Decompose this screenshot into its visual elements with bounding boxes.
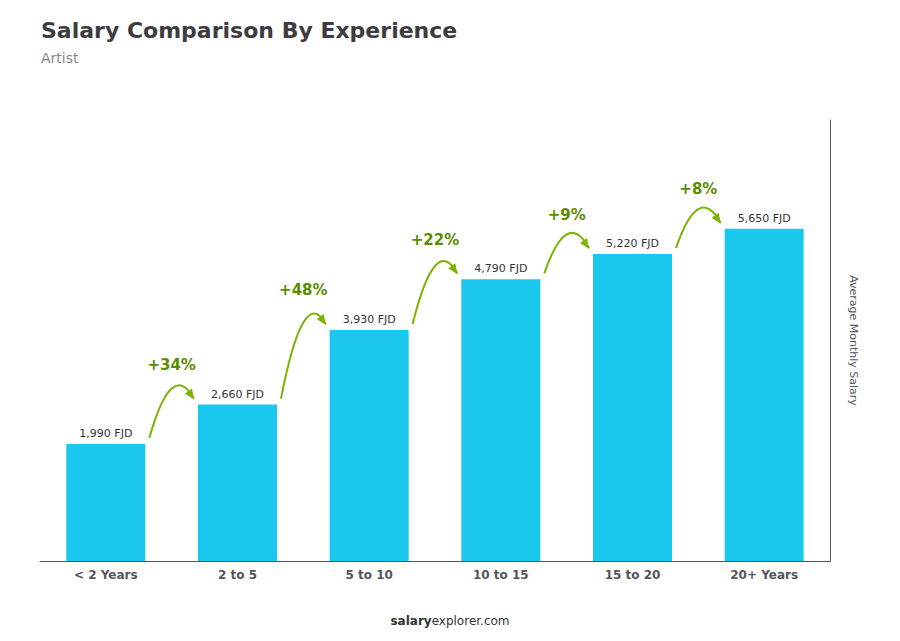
svg-text:+8%: +8% xyxy=(679,180,717,198)
svg-text:Artist: Artist xyxy=(41,50,79,66)
svg-text:2,660 FJD: 2,660 FJD xyxy=(211,388,264,401)
svg-text:explorer.com: explorer.com xyxy=(432,614,510,628)
svg-text:20+ Years: 20+ Years xyxy=(730,568,798,582)
svg-text:1,990 FJD: 1,990 FJD xyxy=(79,427,132,440)
svg-text:15 to 20: 15 to 20 xyxy=(605,568,661,582)
svg-text:+22%: +22% xyxy=(411,231,459,249)
svg-text:Average Monthly Salary: Average Monthly Salary xyxy=(847,275,860,406)
svg-text:5,220 FJD: 5,220 FJD xyxy=(606,237,659,250)
svg-text:4,790 FJD: 4,790 FJD xyxy=(474,262,527,275)
svg-text:5,650 FJD: 5,650 FJD xyxy=(738,212,791,225)
svg-text:+34%: +34% xyxy=(147,356,195,374)
svg-text:3,930 FJD: 3,930 FJD xyxy=(343,313,396,326)
svg-text:5 to 10: 5 to 10 xyxy=(345,568,392,582)
svg-text:Salary Comparison By Experienc: Salary Comparison By Experience xyxy=(41,18,457,43)
svg-text:+48%: +48% xyxy=(279,281,327,299)
svg-text:salary: salary xyxy=(390,614,431,628)
svg-text:+9%: +9% xyxy=(548,206,586,224)
svg-text:2 to 5: 2 to 5 xyxy=(218,568,257,582)
svg-text:< 2 Years: < 2 Years xyxy=(74,568,138,582)
svg-text:10 to 15: 10 to 15 xyxy=(473,568,529,582)
